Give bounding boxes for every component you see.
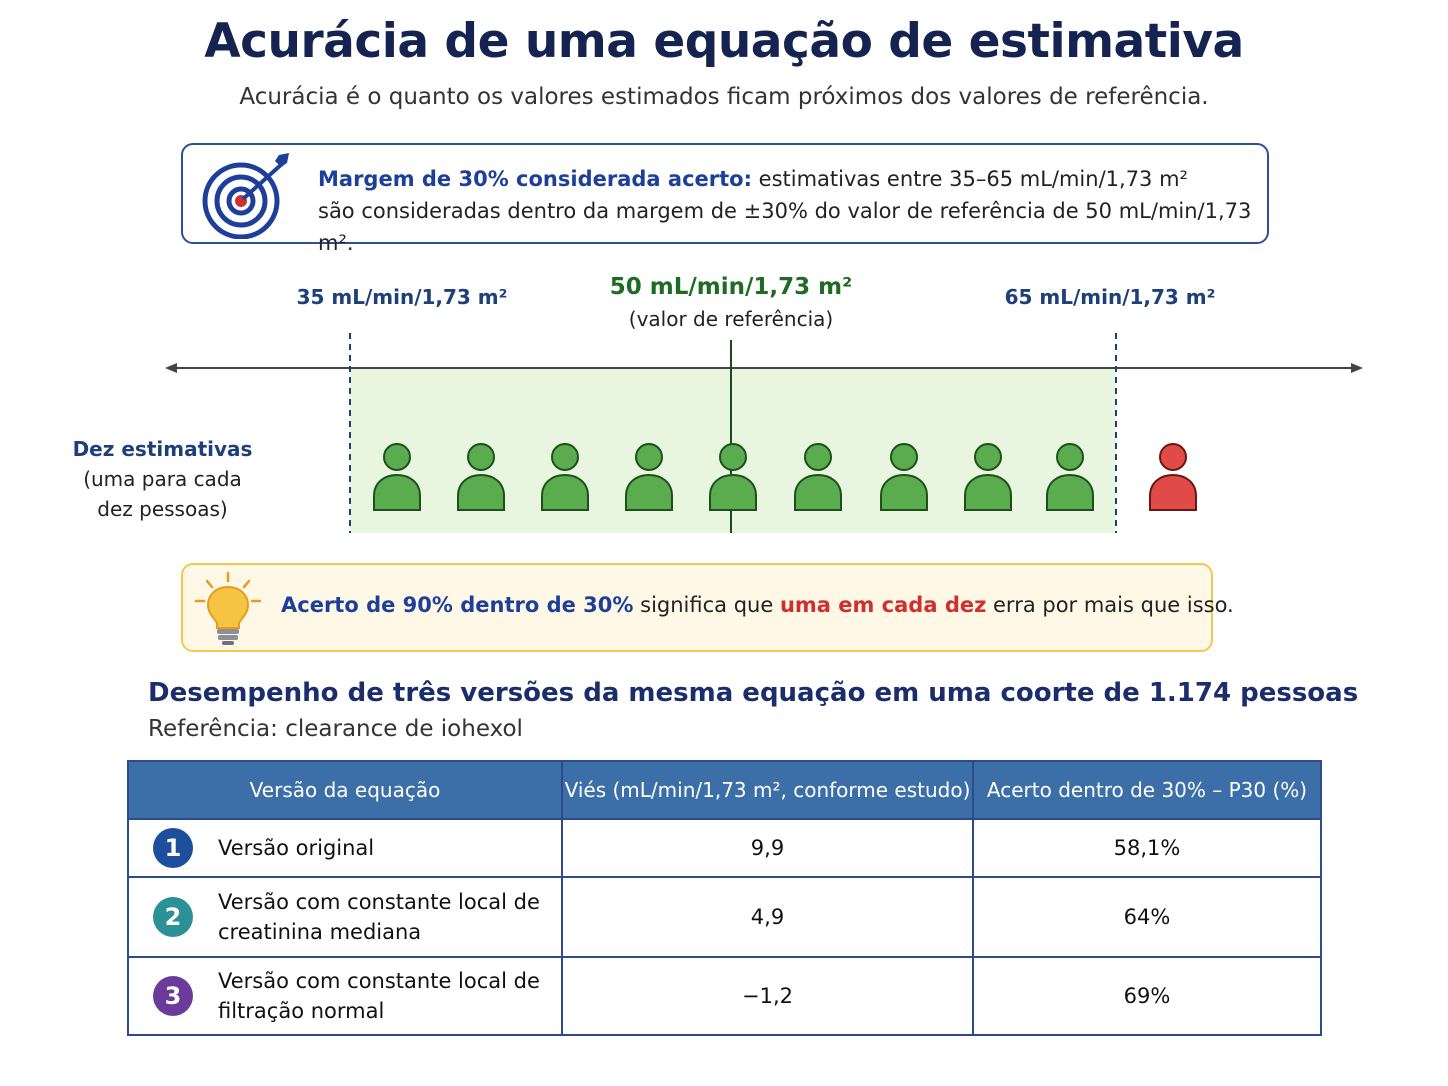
version-cell: 2 Versão com constante local de creatinin… [127, 876, 563, 958]
version-cell: 3 Versão com constante local de filtração… [127, 956, 563, 1036]
version-label: Versão com constante local de filtração n… [218, 966, 540, 1026]
version-label-line2: creatinina mediana [218, 920, 422, 944]
section-subtitle: Referência: clearance de iohexol [148, 716, 523, 742]
scale-low-label: 35 mL/min/1,73 m² [296, 285, 508, 309]
people-label: Dez estimativas (uma para cada dez pesso… [60, 434, 265, 524]
version-cell: 1 Versão original [127, 818, 563, 878]
scale-reference-label: 50 mL/min/1,73 m² [609, 274, 853, 300]
page-subtitle: Acurácia é o quanto os valores estimados… [239, 84, 1209, 110]
people-row [373, 443, 1197, 511]
bias-cell: 9,9 [561, 818, 974, 878]
p30-cell: 69% [972, 956, 1322, 1036]
version-label-line2: filtração normal [218, 999, 385, 1023]
version-label-line1: Versão original [218, 836, 375, 860]
number-badge: 2 [153, 897, 193, 937]
horizontal-axis [165, 363, 1363, 373]
margin-info-line1: estimativas entre 35–65 mL/min/1,73 m² [751, 167, 1188, 191]
person-icon-within [964, 443, 1012, 511]
table-header-row: Versão da equação Viés (mL/min/1,73 m², … [127, 760, 1322, 820]
people-label-line2: (uma para cada [83, 467, 242, 491]
tip-middle: significa que [633, 593, 780, 617]
number-badge: 1 [153, 828, 193, 868]
header-bias: Viés (mL/min/1,73 m², conforme estudo) [561, 760, 974, 820]
header-version: Versão da equação [127, 760, 563, 820]
version-label: Versão com constante local de creatinina … [218, 887, 540, 947]
lightbulb-icon [194, 571, 262, 645]
bias-cell: 4,9 [561, 876, 974, 958]
tip-red: uma em cada dez [779, 593, 987, 617]
version-label: Versão original [218, 833, 374, 863]
person-icon-within [880, 443, 928, 511]
margin-info-highlight: Margem de 30% considerada acerto: [318, 167, 752, 191]
accuracy-scale-diagram [165, 330, 1363, 533]
table-row: 3 Versão com constante local de filtração… [127, 956, 1322, 1036]
bias-cell: −1,2 [561, 956, 974, 1036]
person-icon-within [373, 443, 421, 511]
page-title: Acurácia de uma equação de estimativa [204, 14, 1244, 69]
table-row: 2 Versão com constante local de creatinin… [127, 876, 1322, 958]
tip-text: Acerto de 90% dentro de 30% significa qu… [281, 593, 1234, 617]
version-label-line1: Versão com constante local de [218, 890, 540, 914]
tip-box: Acerto de 90% dentro de 30% significa qu… [181, 563, 1234, 652]
table-row: 1 Versão original 9,9 58,1% [127, 818, 1322, 878]
target-arrow-icon [202, 153, 289, 239]
tip-end: erra por mais que isso. [986, 593, 1234, 617]
person-icon-within [709, 443, 757, 511]
person-icon-within [625, 443, 673, 511]
margin-info-text: Margem de 30% considerada acerto: estima… [318, 163, 1267, 259]
people-label-title: Dez estimativas [72, 437, 253, 461]
scale-high-label: 65 mL/min/1,73 m² [1004, 285, 1216, 309]
person-icon-within [1046, 443, 1094, 511]
person-icon-outside [1149, 443, 1197, 511]
header-p30: Acerto dentro de 30% – P30 (%) [972, 760, 1322, 820]
tip-highlight: Acerto de 90% dentro de 30% [281, 593, 634, 617]
person-icon-within [794, 443, 842, 511]
person-icon-within [457, 443, 505, 511]
scale-reference-sublabel: (valor de referência) [628, 307, 834, 331]
section-title: Desempenho de três versões da mesma equa… [148, 678, 1359, 708]
p30-cell: 58,1% [972, 818, 1322, 878]
p30-cell: 64% [972, 876, 1322, 958]
version-label-line1: Versão com constante local de [218, 969, 540, 993]
margin-info-box: Margem de 30% considerada acerto: estima… [181, 143, 1269, 255]
number-badge: 3 [153, 976, 193, 1016]
margin-info-line2: são consideradas dentro da margem de ±30… [318, 199, 1252, 255]
performance-table: Versão da equação Viés (mL/min/1,73 m², … [127, 760, 1322, 1036]
person-icon-within [541, 443, 589, 511]
people-label-line3: dez pessoas) [97, 497, 228, 521]
